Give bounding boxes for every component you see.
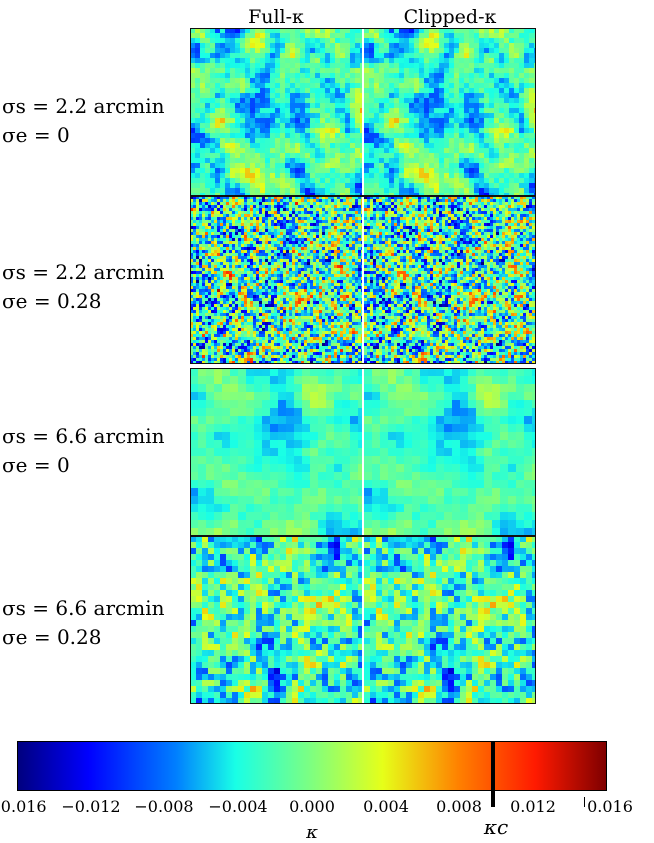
column-title-full: Full-κ [248, 6, 304, 28]
colorbar-tick: −0.016 [0, 797, 47, 816]
row-noise-label: σe = 0 [2, 123, 70, 147]
colorbar-tick: 0.012 [510, 797, 556, 816]
clipped-kappa-map [364, 196, 536, 364]
row-noise-label: σe = 0.28 [2, 625, 102, 649]
full-kappa-map [190, 196, 362, 364]
colorbar [17, 741, 607, 791]
colorbar-tick: −0.004 [208, 797, 268, 816]
colorbar-tick: 0.016 [587, 797, 633, 816]
colorbar-tick: −0.008 [134, 797, 194, 816]
clipped-kappa-map [364, 536, 536, 704]
clipped-kappa-map [364, 368, 536, 536]
row-label-1: σs = 2.2 arcmin σe = 0 [2, 92, 164, 150]
colorbar-tick: 0.000 [289, 797, 335, 816]
colorbar-tick: −0.012 [61, 797, 121, 816]
full-kappa-map [190, 368, 362, 536]
colorbar-end-tick [584, 797, 585, 807]
row-label-4: σs = 6.6 arcmin σe = 0.28 [2, 594, 164, 652]
full-kappa-map [190, 536, 362, 704]
convergence-map-grid [190, 28, 536, 706]
colorbar-tick: 0.008 [436, 797, 482, 816]
row-label-3: σs = 6.6 arcmin σe = 0 [2, 422, 164, 480]
row-noise-label: σe = 0.28 [2, 289, 102, 313]
full-kappa-map [190, 28, 362, 196]
colorbar-kappa-label: κ [306, 822, 318, 843]
row-label-2: σs = 2.2 arcmin σe = 0.28 [2, 258, 164, 316]
row-smoothing-label: σs = 6.6 arcmin [2, 596, 165, 620]
column-title-clipped: Clipped-κ [403, 6, 497, 28]
row-smoothing-label: σs = 2.2 arcmin [2, 260, 165, 284]
colorbar-kappa-clip-label: κc [483, 815, 509, 839]
clip-threshold-marker [491, 741, 495, 807]
row-smoothing-label: σs = 2.2 arcmin [2, 94, 165, 118]
row-noise-label: σe = 0 [2, 453, 70, 477]
colorbar-tick: 0.004 [363, 797, 409, 816]
row-smoothing-label: σs = 6.6 arcmin [2, 424, 165, 448]
clipped-kappa-map [364, 28, 536, 196]
